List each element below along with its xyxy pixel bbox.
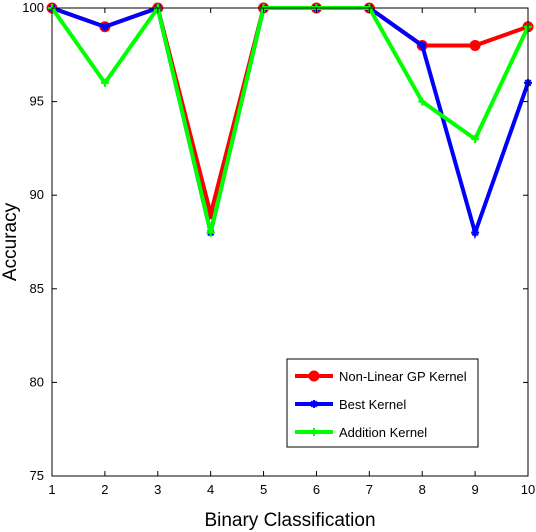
legend-entry: Non-Linear GP Kernel	[295, 369, 467, 384]
x-tick-label: 10	[521, 482, 535, 497]
legend-label: Addition Kernel	[339, 425, 427, 440]
y-tick-label: 95	[30, 94, 44, 109]
series-line	[51, 5, 529, 215]
series-2	[48, 4, 532, 240]
legend-marker	[308, 370, 320, 382]
series-line	[50, 3, 530, 234]
legend-entry: Best Kernel	[295, 397, 406, 412]
data-point	[471, 228, 480, 237]
data-point	[206, 228, 215, 237]
data-point	[471, 135, 480, 144]
axis-ticks: 1 2 3 4 5 6 7 8 9 10 75 80 85 90 95 100	[22, 0, 535, 497]
data-point	[418, 97, 427, 106]
y-tick-label: 75	[30, 468, 44, 483]
x-tick-label: 8	[419, 482, 426, 497]
x-tick-label: 2	[101, 482, 108, 497]
x-tick-label: 3	[154, 482, 161, 497]
y-tick-label: 85	[30, 281, 44, 296]
legend-marker	[310, 428, 318, 436]
plot-frame	[51, 7, 529, 477]
data-point	[469, 39, 481, 51]
x-tick-label: 1	[48, 482, 55, 497]
x-tick-label: 5	[260, 482, 267, 497]
y-tick-label: 100	[22, 0, 44, 15]
y-axis-label: Accuracy	[0, 202, 21, 281]
legend-marker	[310, 400, 318, 408]
x-tick-label: 9	[471, 482, 478, 497]
y-tick-label: 90	[30, 187, 44, 202]
x-tick-label: 7	[366, 482, 373, 497]
series-3	[48, 3, 532, 237]
x-tick-label: 6	[313, 482, 320, 497]
data-point	[100, 22, 109, 31]
x-tick-label: 4	[207, 482, 214, 497]
legend-entry: Addition Kernel	[295, 425, 427, 440]
legend-label: Best Kernel	[339, 397, 406, 412]
x-axis-label: Binary Classification	[204, 510, 375, 531]
data-point	[418, 41, 427, 50]
y-tick-label: 80	[30, 374, 44, 389]
series-lines	[46, 2, 534, 240]
legend-label: Non-Linear GP Kernel	[339, 369, 467, 384]
data-point	[100, 78, 109, 87]
legend: Non-Linear GP Kernel Best Kernel Addition …	[286, 358, 479, 448]
series-line	[51, 5, 530, 240]
